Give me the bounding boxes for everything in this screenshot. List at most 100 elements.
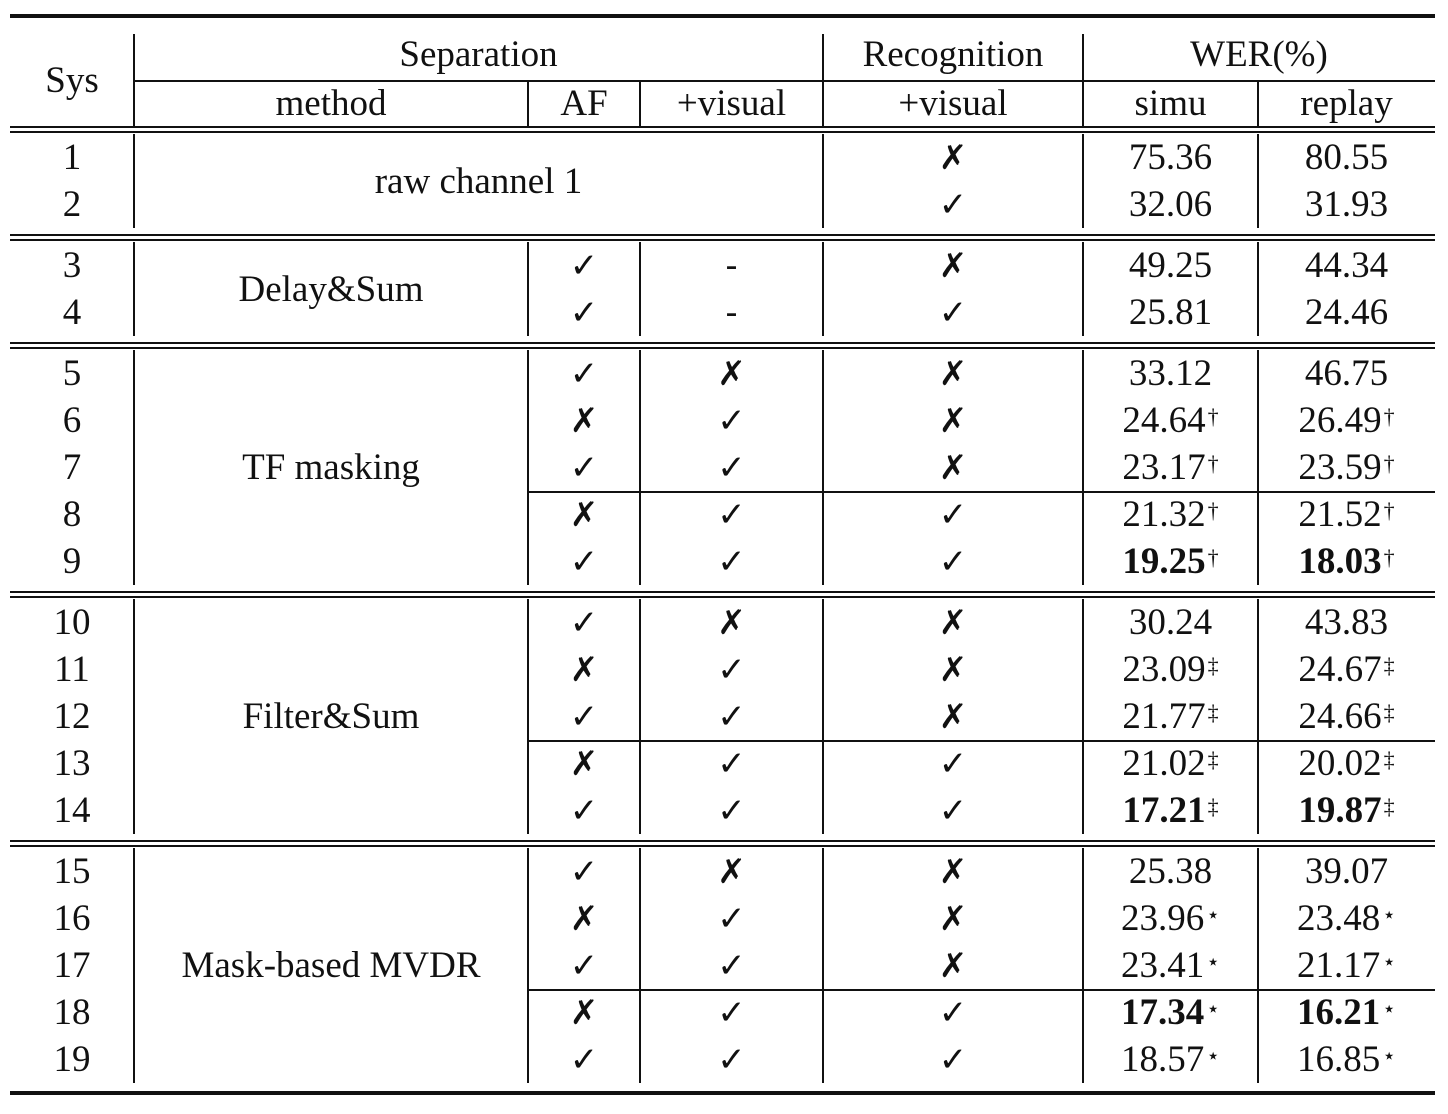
- significance-mark: ‡: [1207, 746, 1219, 772]
- simu-wer-value: 24.64 †: [1083, 397, 1258, 444]
- rec-visual-check-mark: ✓: [938, 992, 968, 1033]
- af-check-mark: ✓: [569, 353, 599, 394]
- significance-mark: †: [1207, 403, 1219, 429]
- rec-visual-cross-mark: ✗: [938, 400, 968, 441]
- row-sys-number: 11: [54, 649, 90, 690]
- replay-wer-value: 19.87 ‡: [1258, 787, 1435, 834]
- header-recognition: Recognition: [862, 33, 1044, 75]
- column-divider: [639, 599, 641, 834]
- sep-visual-check-mark: ✓: [717, 649, 746, 690]
- replay-wer-number: 31.93: [1304, 184, 1389, 225]
- replay-wer-number: 24.66: [1298, 696, 1382, 737]
- significance-mark: †: [1383, 450, 1395, 476]
- simu-wer-number: 23.41: [1120, 945, 1205, 986]
- replay-wer-value: 26.49 †: [1258, 397, 1435, 444]
- simu-wer-value: 23.17 †: [1083, 444, 1258, 491]
- simu-wer-value: 21.02 ‡: [1083, 740, 1258, 787]
- significance-mark: ⋆: [1382, 948, 1397, 974]
- row-sys-number: 8: [62, 494, 82, 535]
- simu-wer-number: 19.25: [1122, 541, 1206, 582]
- column-divider: [1082, 350, 1084, 585]
- rec-visual-check-mark: ✓: [938, 1039, 968, 1080]
- row-sys-number: 12: [53, 696, 91, 737]
- column-divider: [822, 134, 824, 228]
- af-cross-mark: ✗: [569, 743, 599, 784]
- replay-wer-number: 80.55: [1304, 137, 1389, 178]
- significance-mark: ‡: [1383, 699, 1395, 725]
- sep-visual-cross-mark: ✗: [717, 353, 746, 394]
- af-cross-mark: ✗: [569, 400, 599, 441]
- replay-wer-value: 31.93: [1258, 181, 1435, 228]
- sep-visual-check-mark: ✓: [717, 696, 746, 737]
- header-sep-visual: +visual: [676, 82, 787, 124]
- rec-visual-cross-mark: ✗: [938, 137, 968, 178]
- column-divider: [133, 242, 135, 336]
- significance-mark: ‡: [1383, 746, 1395, 772]
- rec-visual-cross-mark: ✗: [938, 851, 968, 892]
- row-sys-number: 10: [53, 602, 91, 643]
- row-sys-number: 18: [53, 992, 91, 1033]
- sep-visual-check-mark: ✓: [717, 945, 746, 986]
- replay-wer-number: 20.02: [1298, 743, 1382, 784]
- simu-wer-value: 25.81: [1083, 289, 1258, 336]
- group-rule-bottom: [10, 845, 1435, 847]
- simu-wer-number: 25.81: [1128, 292, 1213, 333]
- group-rule-bottom: [10, 596, 1435, 598]
- replay-wer-value: 16.85 ⋆: [1258, 1036, 1435, 1083]
- column-divider: [133, 350, 135, 585]
- simu-wer-number: 21.32: [1122, 494, 1206, 535]
- rec-visual-check-mark: ✓: [938, 494, 968, 535]
- simu-wer-value: 25.38: [1083, 848, 1258, 895]
- rec-visual-cross-mark: ✗: [938, 353, 968, 394]
- column-divider: [1082, 34, 1084, 126]
- simu-wer-number: 18.57: [1120, 1039, 1205, 1080]
- rec-visual-check-mark: ✓: [938, 184, 968, 225]
- replay-wer-number: 44.34: [1304, 245, 1389, 286]
- header-af: AF: [560, 82, 608, 124]
- simu-wer-number: 21.02: [1122, 743, 1206, 784]
- column-divider: [1257, 848, 1259, 1083]
- af-check-mark: ✓: [569, 447, 599, 488]
- row-sys-number: 5: [62, 353, 82, 394]
- af-check-mark: ✓: [569, 1039, 599, 1080]
- replay-wer-number: 43.83: [1304, 602, 1389, 643]
- replay-wer-value: 24.66 ‡: [1258, 693, 1435, 740]
- af-check-mark: ✓: [569, 790, 599, 831]
- row-sys-number: 17: [53, 945, 91, 986]
- header-replay: replay: [1300, 82, 1393, 124]
- simu-wer-value: 23.09 ‡: [1083, 646, 1258, 693]
- column-divider: [527, 80, 529, 126]
- row-sys-number: 3: [62, 245, 82, 286]
- group-rule-top: [10, 840, 1435, 842]
- replay-wer-value: 23.59 †: [1258, 444, 1435, 491]
- replay-wer-number: 46.75: [1304, 353, 1389, 394]
- simu-wer-number: 32.06: [1128, 184, 1213, 225]
- replay-wer-number: 26.49: [1298, 400, 1382, 441]
- significance-mark: ‡: [1207, 793, 1219, 819]
- replay-wer-number: 21.17: [1296, 945, 1381, 986]
- bottom-rule: [10, 1091, 1435, 1095]
- simu-wer-value: 23.41 ⋆: [1083, 942, 1258, 989]
- column-divider: [133, 848, 135, 1083]
- rec-visual-cross-mark: ✗: [938, 447, 968, 488]
- af-check-mark: ✓: [569, 541, 599, 582]
- simu-wer-number: 23.17: [1122, 447, 1206, 488]
- group-rule-top: [10, 342, 1435, 344]
- group-rule-bottom: [10, 131, 1435, 133]
- simu-wer-number: 25.38: [1128, 851, 1213, 892]
- sep-visual-check-mark: ✓: [717, 1039, 746, 1080]
- significance-mark: †: [1207, 450, 1219, 476]
- af-cross-mark: ✗: [569, 649, 599, 690]
- replay-wer-number: 23.48: [1296, 898, 1381, 939]
- simu-wer-number: 23.09: [1122, 649, 1206, 690]
- replay-wer-value: 21.17 ⋆: [1258, 942, 1435, 989]
- af-check-mark: ✓: [569, 245, 599, 286]
- column-divider: [133, 599, 135, 834]
- column-divider: [1257, 80, 1259, 126]
- column-divider: [639, 350, 641, 585]
- sep-visual-dash-mark: -: [725, 292, 738, 333]
- simu-wer-number: 21.77: [1122, 696, 1206, 737]
- rec-visual-cross-mark: ✗: [938, 945, 968, 986]
- significance-mark: †: [1383, 403, 1395, 429]
- sep-visual-dash-mark: -: [725, 245, 738, 286]
